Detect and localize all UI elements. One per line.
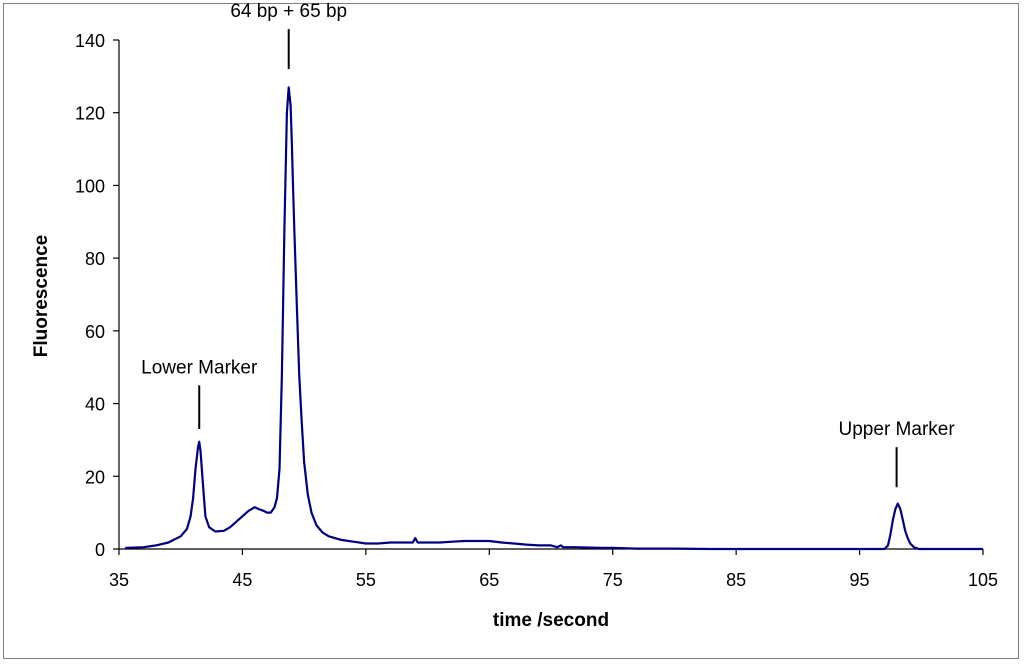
annotation-label: Lower Marker <box>141 357 258 378</box>
x-tick-label: 35 <box>109 570 129 590</box>
y-tick-label: 80 <box>85 249 105 269</box>
y-axis-label: Fluorescence <box>31 235 52 358</box>
y-tick-label: 40 <box>85 395 105 415</box>
x-tick-label: 65 <box>479 570 499 590</box>
axes <box>113 39 984 555</box>
annotation-label: 64 bp + 65 bp <box>230 1 347 22</box>
y-tick-label: 20 <box>85 467 105 487</box>
tick-labels: 0 20 40 60 80 100 120 140 35 45 55 65 75 85 95 105 <box>75 31 998 590</box>
x-tick-label: 95 <box>850 570 870 590</box>
annotations: Lower Marker 64 bp + 65 bp Upper Marker <box>141 1 956 488</box>
y-tick-label: 120 <box>75 104 105 124</box>
x-tick-label: 75 <box>603 570 623 590</box>
x-tick-label: 105 <box>968 570 998 590</box>
x-axis-label: time /second <box>493 610 609 631</box>
annotation-label: Upper Marker <box>839 419 956 440</box>
y-tick-label: 100 <box>75 176 105 196</box>
x-tick-label: 85 <box>726 570 746 590</box>
series-line-0 <box>125 86 983 551</box>
y-tick-label: 60 <box>85 322 105 342</box>
y-tick-label: 0 <box>95 540 105 560</box>
plot-area <box>125 86 983 551</box>
x-tick-label: 55 <box>356 570 376 590</box>
y-tick-label: 140 <box>75 31 105 51</box>
x-tick-label: 45 <box>232 570 252 590</box>
